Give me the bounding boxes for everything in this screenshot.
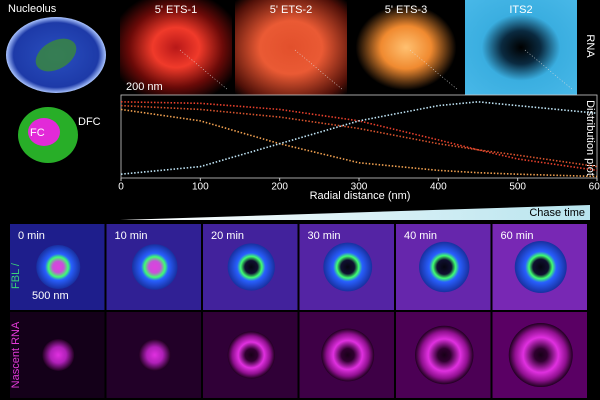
distribution-line [120, 101, 598, 172]
rna-signal [415, 325, 474, 385]
rna-signal [227, 331, 275, 379]
fbl-ring [227, 243, 275, 291]
distribution-line [120, 101, 598, 175]
time-label: 20 min [211, 230, 244, 242]
bottom-row-label: Nascent RNA [10, 321, 22, 388]
fc-label: FC [30, 127, 45, 139]
nucleolus-label: Nucleolus [8, 3, 57, 15]
dfc-label: DFC [78, 116, 101, 128]
y-label: Distribution plot [584, 100, 596, 176]
probe-image [465, 0, 577, 95]
scale-bottom: 500 nm [32, 290, 69, 302]
probe-label: 5' ETS-2 [270, 4, 312, 16]
rna-signal [138, 339, 171, 371]
time-label: 0 min [18, 230, 45, 242]
top-panels: Nucleolus DFC FC RNA Distribution plot R… [6, 2, 597, 220]
x-tick-label: 400 [430, 182, 447, 193]
x-tick-label: 0 [118, 182, 124, 193]
rna-signal [42, 339, 75, 371]
fbl-ring [131, 244, 178, 290]
x-tick-label: 600 [589, 182, 600, 193]
fbl-ring [514, 241, 567, 293]
fbl-ring [419, 241, 470, 293]
scale-top: 200 nm [126, 81, 163, 93]
plot-frame [120, 94, 598, 179]
distribution-line [120, 104, 598, 168]
rna-signal [508, 323, 573, 387]
x-tick-label: 500 [509, 182, 526, 193]
probe-label: 5' ETS-3 [385, 4, 427, 16]
fbl-ring [36, 245, 81, 289]
probe-label: ITS2 [509, 4, 532, 16]
time-label: 10 min [115, 230, 148, 242]
time-label: 40 min [404, 230, 437, 242]
probe-image [350, 0, 462, 95]
distribution-line [120, 108, 598, 178]
nucleolus [35, 38, 77, 72]
x-tick-label: 300 [351, 182, 368, 193]
probe-image [235, 0, 347, 95]
rna-label: RNA [584, 34, 596, 58]
x-tick-label: 100 [192, 182, 209, 193]
rna-signal [321, 328, 375, 382]
time-label: 60 min [501, 230, 534, 242]
x-label: Radial distance (nm) [310, 190, 411, 202]
chase-wedge [120, 205, 590, 220]
probe-image [120, 0, 232, 95]
chase-title: Chase time [529, 207, 585, 219]
time-label: 30 min [308, 230, 341, 242]
fbl-ring [323, 242, 373, 292]
x-tick-label: 200 [271, 182, 288, 193]
fc [28, 118, 60, 146]
top-row-label: FBL / [10, 262, 22, 289]
probe-label: 5' ETS-1 [155, 4, 197, 16]
